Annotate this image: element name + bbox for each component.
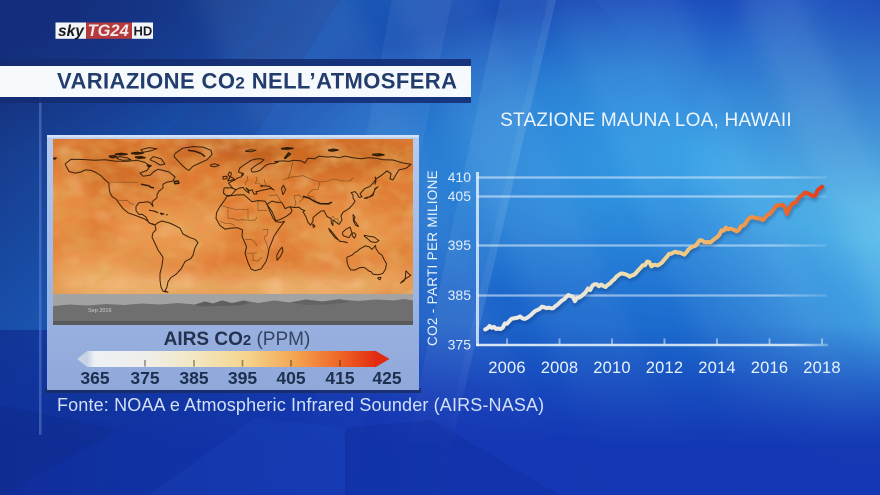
svg-text:375: 375	[130, 368, 159, 388]
svg-text:CO2 - PARTI PER MILIONE: CO2 - PARTI PER MILIONE	[425, 170, 440, 346]
svg-text:VARIAZIONE CO2 NELL’ATMOSFERA: VARIAZIONE CO2 NELL’ATMOSFERA	[57, 69, 457, 94]
svg-text:2018: 2018	[803, 359, 841, 377]
svg-text:AIRS CO2 (PPM): AIRS CO2 (PPM)	[164, 329, 311, 350]
svg-text:2016: 2016	[751, 359, 789, 377]
svg-text:STAZIONE MAUNA LOA, HAWAII: STAZIONE MAUNA LOA, HAWAII	[500, 110, 792, 131]
svg-text:2014: 2014	[698, 359, 736, 377]
svg-text:TG24: TG24	[88, 22, 129, 40]
svg-text:385: 385	[448, 287, 472, 303]
svg-text:2008: 2008	[541, 359, 579, 377]
svg-text:2012: 2012	[646, 359, 684, 377]
svg-text:365: 365	[80, 368, 109, 388]
svg-text:415: 415	[325, 368, 354, 388]
svg-text:395: 395	[448, 237, 472, 253]
svg-text:405: 405	[448, 188, 472, 204]
svg-text:Fonte: NOAA e Atmospheric Infr: Fonte: NOAA e Atmospheric Infrared Sound…	[57, 395, 544, 415]
svg-text:395: 395	[228, 368, 257, 388]
svg-text:385: 385	[179, 368, 208, 388]
svg-text:Sep 2016: Sep 2016	[88, 308, 112, 314]
svg-text:405: 405	[276, 368, 305, 388]
svg-text:2010: 2010	[593, 359, 631, 377]
svg-text:425: 425	[372, 368, 401, 388]
svg-text:sky: sky	[58, 23, 85, 40]
svg-text:410: 410	[448, 169, 472, 185]
svg-text:375: 375	[448, 337, 472, 353]
svg-text:HD: HD	[134, 24, 153, 39]
svg-text:2006: 2006	[488, 359, 526, 377]
